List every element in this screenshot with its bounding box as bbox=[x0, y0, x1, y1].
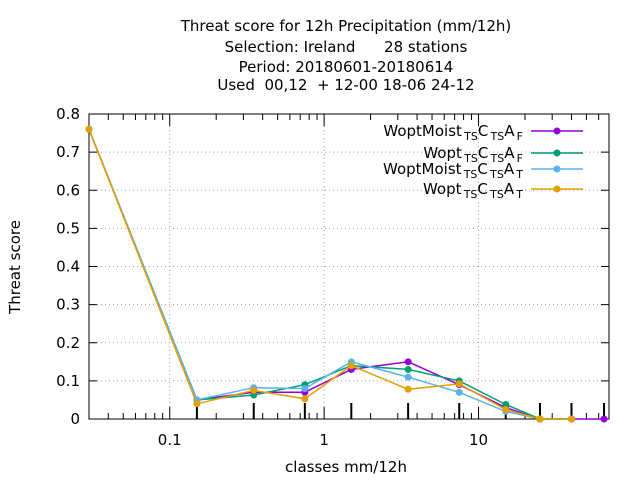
data-point bbox=[193, 400, 201, 408]
grid-lines bbox=[89, 114, 609, 419]
legend-swatch-marker bbox=[553, 149, 561, 157]
legend-label-part: A bbox=[504, 144, 515, 162]
legend-label-part: F bbox=[514, 152, 523, 165]
data-point bbox=[404, 358, 412, 366]
series-line bbox=[88, 129, 604, 420]
legend-label-part: A bbox=[504, 160, 515, 178]
data-point bbox=[85, 125, 93, 133]
chart-title-line: Used 00,12 + 12-00 18-06 24-12 bbox=[217, 76, 474, 94]
data-point bbox=[301, 385, 309, 392]
legend-label-part: TS bbox=[488, 152, 504, 165]
data-point bbox=[404, 373, 412, 381]
y-tick-label: 0 bbox=[70, 410, 80, 428]
legend-label-part: C bbox=[477, 160, 487, 178]
legend-label-part: A bbox=[504, 180, 515, 198]
legend-label-part: TS bbox=[488, 168, 504, 181]
x-tick-label: 10 bbox=[469, 431, 488, 449]
series-line bbox=[88, 129, 572, 420]
legend-swatch-marker bbox=[553, 165, 561, 173]
legend-label-part: TS bbox=[462, 168, 478, 181]
chart-title-line: Period: 20180601-20180614 bbox=[239, 58, 454, 76]
legend-entry-label: Wopt TSC TSA T bbox=[423, 180, 523, 201]
data-point bbox=[301, 395, 309, 403]
legend-label-part: TS bbox=[462, 188, 478, 201]
legend-entry-label: Wopt TSC TSA F bbox=[423, 144, 523, 165]
data-point bbox=[502, 401, 510, 409]
x-tick-label: 0.1 bbox=[158, 431, 182, 449]
y-tick-label: 0.4 bbox=[56, 258, 80, 276]
legend-label-part: F bbox=[514, 130, 523, 143]
y-tick-label: 0.7 bbox=[56, 143, 80, 161]
chart-title-line: Threat score for 12h Precipitation (mm/1… bbox=[180, 17, 512, 35]
legend-label-part: A bbox=[504, 122, 515, 140]
legend-entry-label: WoptMoist TSC TSA T bbox=[383, 160, 523, 181]
series-line bbox=[88, 129, 572, 420]
legend-label-part: TS bbox=[488, 130, 504, 143]
legend-label-part: TS bbox=[462, 130, 478, 143]
legend-swatch-marker bbox=[553, 185, 561, 193]
data-point bbox=[502, 405, 510, 413]
x-axis-label: classes mm/12h bbox=[285, 458, 407, 476]
legend-label-part: TS bbox=[462, 152, 478, 165]
legend-label-part: WoptMoist bbox=[383, 160, 462, 178]
y-axis-label: Threat score bbox=[6, 220, 24, 315]
data-point bbox=[404, 365, 412, 373]
legend-label-part: T bbox=[514, 168, 523, 181]
legend-label-part: T bbox=[514, 188, 523, 201]
chart-title: Threat score for 12h Precipitation (mm/1… bbox=[180, 17, 512, 94]
data-point bbox=[567, 415, 575, 423]
data-series bbox=[85, 125, 608, 423]
legend-label-part: TS bbox=[488, 188, 504, 201]
y-tick-label: 0.1 bbox=[56, 372, 80, 390]
legend-label-part: Wopt bbox=[423, 180, 462, 198]
y-tick-label: 0.8 bbox=[56, 105, 80, 123]
legend-label-part: C bbox=[478, 144, 488, 162]
legend-swatch-marker bbox=[553, 127, 561, 135]
tick-labels: 0 0.1 0.2 0.3 0.4 0.5 0.6 0.7 0.8 0.1 1 10 bbox=[56, 105, 488, 449]
legend-label-part: Wopt bbox=[423, 144, 462, 162]
chart-title-line: Selection: Ireland 28 stations bbox=[225, 38, 468, 56]
y-tick-label: 0.5 bbox=[56, 219, 80, 237]
plot-frame bbox=[88, 113, 610, 420]
data-point bbox=[404, 385, 412, 393]
data-point bbox=[347, 362, 355, 370]
data-point bbox=[536, 415, 544, 423]
y-tick-label: 0.2 bbox=[56, 334, 80, 352]
legend-label-part: C bbox=[478, 122, 488, 140]
legend-label-part: C bbox=[477, 180, 487, 198]
y-tick-label: 0.3 bbox=[56, 296, 80, 314]
legend-label-part: WoptMoist bbox=[383, 122, 462, 140]
data-point bbox=[455, 380, 463, 388]
data-point bbox=[250, 386, 258, 394]
data-point bbox=[600, 415, 608, 423]
legend-entry-label: WoptMoist TSC TSA F bbox=[383, 122, 523, 143]
data-point bbox=[455, 388, 463, 396]
x-tick-label: 1 bbox=[319, 431, 329, 449]
y-tick-label: 0.6 bbox=[56, 181, 80, 199]
